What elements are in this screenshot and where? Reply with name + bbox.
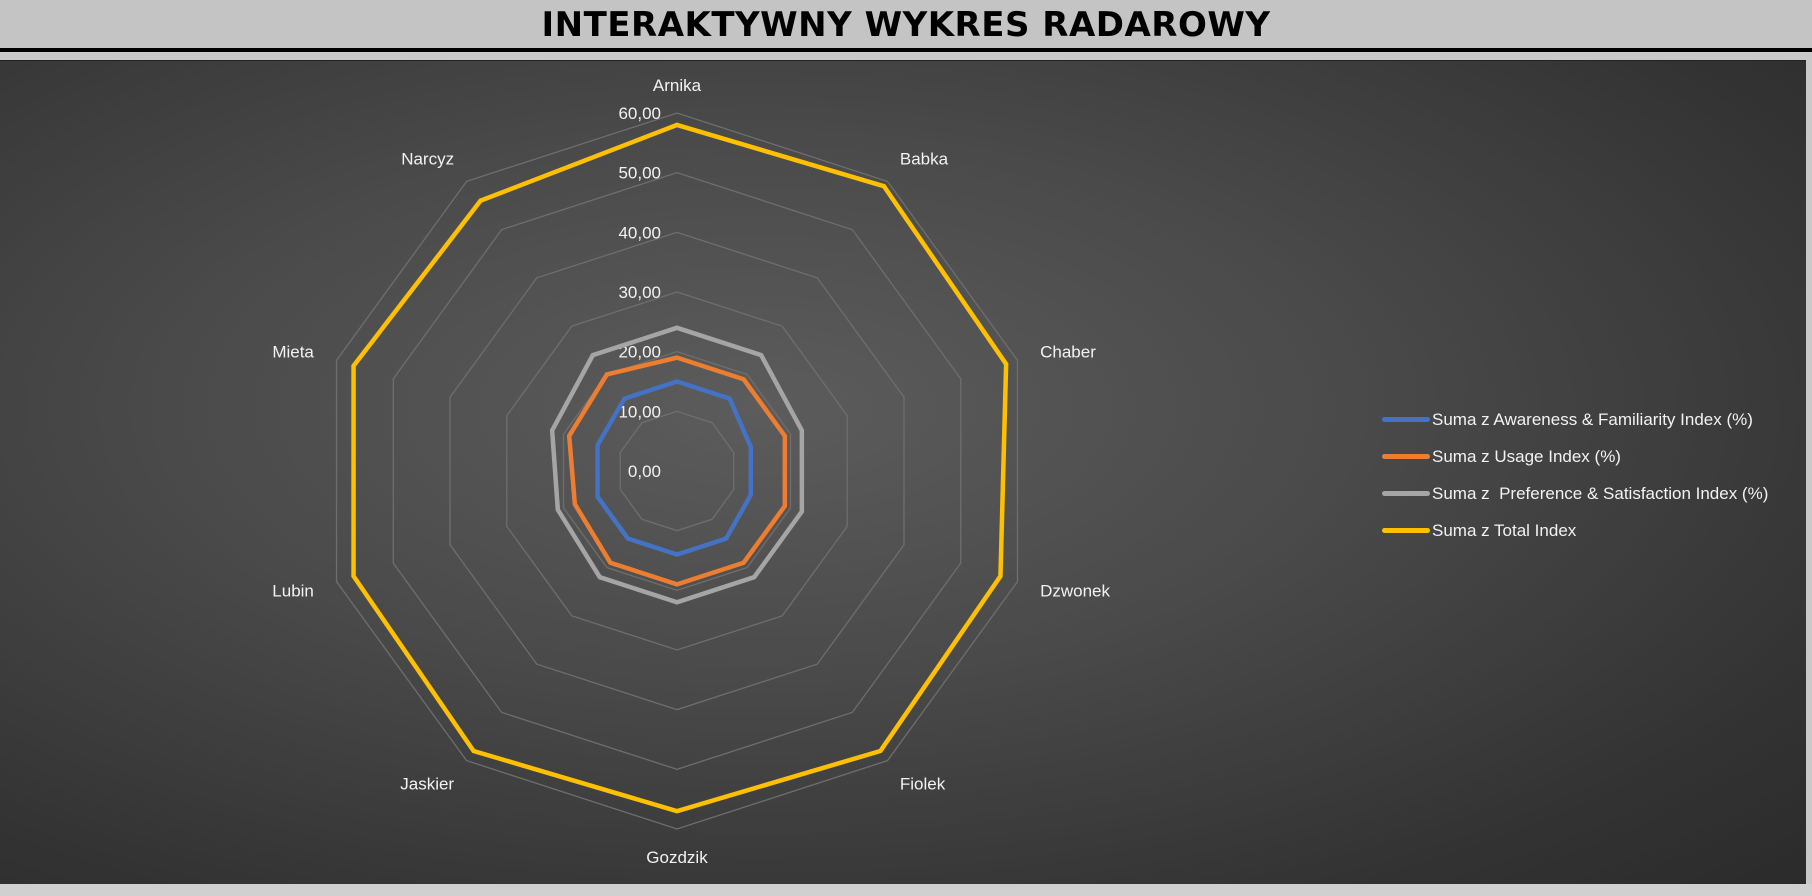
tick-label: 40,00 — [618, 223, 661, 242]
legend-entry-2: Suma z Usage Index (%) — [1382, 438, 1768, 475]
category-label-lubin: Lubin — [272, 581, 314, 600]
legend-label: Suma z Usage Index (%) — [1432, 446, 1621, 466]
tick-label: 60,00 — [618, 104, 661, 123]
radar-grid — [335, 112, 1019, 830]
grid-ring-3 — [506, 291, 848, 651]
category-label-arnika: Arnika — [653, 76, 702, 95]
series-line-4 — [351, 122, 1009, 814]
tick-label: 10,00 — [618, 402, 661, 421]
tick-label: 0,00 — [628, 462, 661, 481]
series-line-3 — [549, 325, 805, 605]
category-label-dzwonek: Dzwonek — [1040, 581, 1110, 600]
category-label-narcyz: Narcyz — [401, 150, 454, 169]
chart-area: 0,00 10,00 20,00 30,00 40,00 50,00 60,00 Arnik… — [0, 60, 1806, 885]
page-title: INTERAKTYWNY WYKRES RADAROWY — [541, 5, 1271, 45]
category-labels: Arnika Babka Chaber Dzwonek Fiolek Gozdzik Jas… — [272, 76, 1110, 867]
category-label-chaber: Chaber — [1040, 343, 1096, 362]
legend-swatch — [1382, 454, 1430, 459]
tick-label: 30,00 — [618, 283, 661, 302]
grid-ring-6 — [335, 112, 1019, 830]
legend-entry-3: Suma z Preference & Satisfaction Index (… — [1382, 475, 1768, 512]
radial-tick-labels: 0,00 10,00 20,00 30,00 40,00 50,00 60,00 — [618, 104, 661, 481]
category-label-babka: Babka — [900, 150, 949, 169]
grid-ring-2 — [562, 350, 792, 592]
tick-label: 20,00 — [618, 343, 661, 362]
series-line-1 — [595, 379, 754, 557]
category-label-gozdzik: Gozdzik — [646, 848, 708, 867]
tick-label: 50,00 — [618, 164, 661, 183]
category-label-jaskier: Jaskier — [400, 774, 454, 793]
bottom-strip — [0, 884, 1812, 896]
radar-series — [351, 122, 1009, 814]
series-line-2 — [566, 355, 788, 587]
radar-chart: 0,00 10,00 20,00 30,00 40,00 50,00 60,00 Arnik… — [272, 76, 1110, 867]
legend-label: Suma z Total Index — [1432, 520, 1577, 540]
legend-swatch — [1382, 528, 1430, 533]
title-bar: INTERAKTYWNY WYKRES RADAROWY — [0, 0, 1812, 48]
legend-entry-1: Suma z Awareness & Familiarity Index (%) — [1382, 401, 1768, 438]
grid-ring-1 — [619, 410, 735, 532]
grid-ring-5 — [392, 171, 962, 771]
legend-swatch — [1382, 417, 1430, 422]
legend-entry-4: Suma z Total Index — [1382, 512, 1768, 549]
category-label-fiolek: Fiolek — [900, 774, 946, 793]
title-divider — [0, 48, 1812, 52]
legend: Suma z Awareness & Familiarity Index (%)… — [1382, 401, 1768, 549]
category-label-mieta: Mieta — [272, 343, 314, 362]
legend-label: Suma z Preference & Satisfaction Index (… — [1432, 483, 1769, 503]
legend-label: Suma z Awareness & Familiarity Index (%) — [1432, 409, 1753, 429]
grid-ring-4 — [449, 231, 905, 711]
legend-swatch — [1382, 491, 1430, 496]
